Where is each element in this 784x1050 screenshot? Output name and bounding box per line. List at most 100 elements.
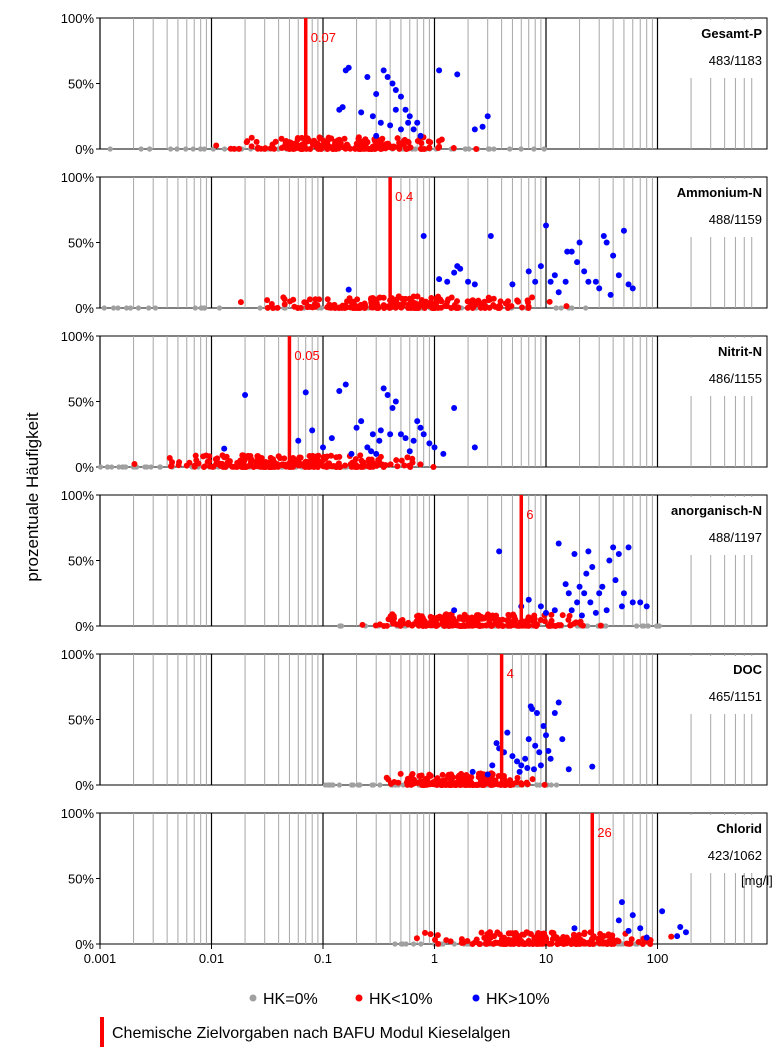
point-hk-gt10 [471,444,478,451]
point-hk-lt10 [408,777,415,784]
point-hk-gt10 [380,67,387,74]
point-hk-lt10 [206,458,213,465]
legend-target-label: Chemische Zielvorgaben nach BAFU Modul K… [112,1025,510,1042]
point-hk-lt10 [268,301,275,308]
point-hk-lt10 [282,142,289,149]
point-hk-lt10 [281,455,288,462]
point-hk0 [216,305,223,311]
point-hk-gt10 [345,64,352,71]
point-hk-lt10 [222,463,229,470]
point-hk-lt10 [352,145,359,152]
point-hk-lt10 [460,939,467,946]
point-hk-lt10 [478,615,485,622]
point-hk-gt10 [389,405,396,412]
point-hk-lt10 [393,296,400,303]
x-tick-label: 0.1 [314,951,332,966]
point-hk-lt10 [505,622,512,629]
point-hk-gt10 [417,424,424,431]
point-hk0 [138,146,144,152]
point-hk-gt10 [436,276,443,283]
point-hk-gt10 [592,609,599,616]
point-hk-lt10 [311,463,318,470]
point-hk-gt10 [603,239,610,246]
point-hk-lt10 [485,935,492,942]
point-hk-lt10 [460,616,467,623]
point-hk-gt10 [583,570,590,577]
point-hk-gt10 [484,113,491,120]
point-hk-gt10 [610,252,617,259]
point-hk-gt10 [596,285,603,292]
point-hk-gt10 [547,755,554,762]
y-tick-label: 100% [61,170,95,185]
point-hk-lt10 [467,622,474,629]
point-hk-gt10 [392,398,399,405]
point-hk-lt10 [473,936,480,943]
point-hk-lt10 [398,457,405,464]
point-hk-lt10 [439,771,446,778]
point-hk-gt10 [568,607,575,614]
point-hk-gt10 [410,437,417,444]
point-hk-lt10 [183,462,190,469]
point-hk-gt10 [536,749,543,756]
target-line [303,18,308,149]
point-hk-lt10 [450,144,457,151]
point-hk-gt10 [397,431,404,438]
point-hk-lt10 [330,145,337,152]
point-hk-gt10 [295,437,302,444]
point-hk-lt10 [512,616,519,623]
point-hk0 [152,305,159,311]
point-hk-lt10 [390,620,397,627]
point-hk-lt10 [483,622,490,629]
point-hk-lt10 [510,611,517,618]
point-hk-lt10 [437,296,444,303]
point-hk-lt10 [302,458,309,465]
point-hk-lt10 [581,929,588,936]
point-hk-lt10 [478,929,485,936]
point-hk0 [337,623,344,629]
point-hk-lt10 [316,296,323,303]
point-hk-lt10 [476,940,483,947]
y-tick-label: 0% [75,778,94,793]
point-hk-lt10 [428,299,435,306]
point-hk-gt10 [551,272,558,279]
point-hk-lt10 [328,135,335,142]
point-hk-gt10 [525,596,532,603]
point-hk0 [491,146,497,152]
target-label: 26 [597,825,611,840]
point-hk-lt10 [297,304,304,311]
point-hk-gt10 [336,388,343,395]
point-hk0 [462,146,468,152]
point-hk-lt10 [514,297,521,304]
point-hk-lt10 [274,463,281,470]
point-hk-lt10 [470,297,477,304]
point-hk-lt10 [386,144,393,151]
point-hk0 [641,623,647,629]
point-hk0 [109,464,115,470]
point-hk-lt10 [393,457,400,464]
point-hk-lt10 [432,300,439,307]
point-hk-lt10 [468,614,475,621]
point-hk-gt10 [465,278,472,285]
point-hk-gt10 [587,599,594,606]
point-hk0 [507,146,513,152]
point-hk-lt10 [483,940,490,947]
point-hk-gt10 [603,607,610,614]
point-hk-gt10 [615,917,622,924]
point-hk0 [486,146,493,152]
target-line [590,813,595,944]
point-hk-lt10 [430,463,437,470]
point-hk-lt10 [401,462,408,469]
point-hk0 [97,464,104,470]
point-hk0 [634,623,640,629]
point-hk-lt10 [237,299,244,306]
point-hk-lt10 [350,298,357,305]
point-hk-lt10 [262,458,269,465]
panel-label-box [668,815,766,873]
point-hk-gt10 [565,590,572,597]
point-hk-lt10 [525,937,532,944]
point-hk-gt10 [677,923,684,930]
point-hk-lt10 [350,304,357,311]
point-hk0 [357,782,363,788]
point-hk0 [645,623,651,629]
point-hk-gt10 [606,557,613,564]
